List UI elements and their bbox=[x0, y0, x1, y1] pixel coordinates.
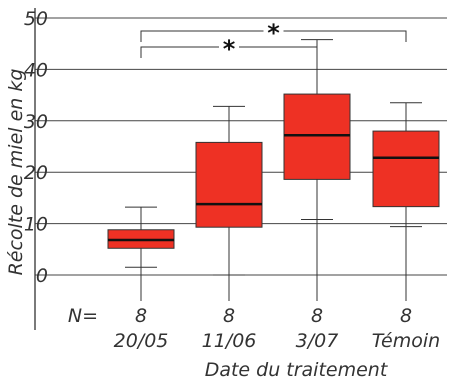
box-3 bbox=[283, 39, 351, 301]
x-axis-title: Date du traitement bbox=[205, 359, 389, 381]
box-iqr bbox=[283, 93, 351, 180]
box-2 bbox=[195, 105, 263, 301]
y-tick-labels: 0 10 20 30 40 50 bbox=[24, 8, 48, 287]
x-labels: N= 8 20/05 8 11/06 8 3/07 8 Témoin bbox=[68, 305, 440, 352]
n-value-4: 8 bbox=[400, 305, 412, 327]
y-tick-40: 40 bbox=[24, 59, 48, 81]
x-tick-3: 3/07 bbox=[296, 330, 339, 352]
significance-bracket-1: * bbox=[140, 35, 318, 63]
box-1 bbox=[107, 206, 175, 301]
star-mask bbox=[263, 23, 284, 39]
y-tick-10: 10 bbox=[24, 214, 48, 236]
n-value-1: 8 bbox=[135, 305, 147, 327]
significance-brackets: ** bbox=[140, 19, 407, 63]
y-tick-50: 50 bbox=[24, 8, 48, 30]
x-tick-2: 11/06 bbox=[202, 330, 257, 352]
x-tick-1: 20/05 bbox=[114, 330, 169, 352]
box-iqr bbox=[372, 130, 440, 208]
y-axis-title: Récolte de miel en kg bbox=[5, 69, 27, 276]
box-4 bbox=[372, 102, 440, 301]
significance-star: * bbox=[223, 35, 236, 63]
y-tick-30: 30 bbox=[24, 111, 48, 133]
n-value-2: 8 bbox=[223, 305, 235, 327]
x-tick-4: Témoin bbox=[372, 330, 440, 352]
significance-star: * bbox=[267, 19, 280, 47]
significance-bracket-2: * bbox=[140, 19, 407, 47]
box-iqr bbox=[195, 141, 263, 228]
star-mask bbox=[219, 39, 239, 55]
boxes bbox=[107, 39, 440, 301]
y-tick-0: 0 bbox=[36, 265, 48, 287]
n-value-3: 8 bbox=[311, 305, 323, 327]
n-label: N= bbox=[68, 305, 98, 327]
y-tick-20: 20 bbox=[24, 162, 48, 184]
